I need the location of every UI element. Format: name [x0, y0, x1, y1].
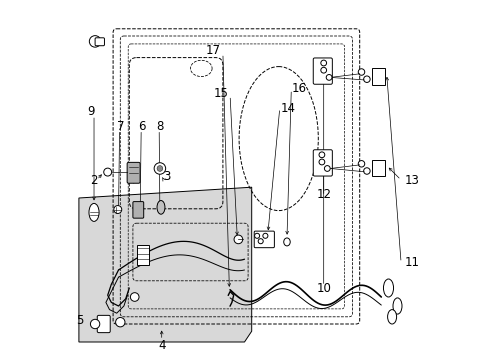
Circle shape [358, 69, 364, 75]
Bar [371, 68, 384, 85]
Ellipse shape [383, 279, 393, 297]
Circle shape [325, 75, 331, 80]
Circle shape [324, 166, 329, 171]
FancyBboxPatch shape [313, 58, 332, 84]
Text: 3: 3 [163, 170, 170, 183]
Text: 2: 2 [90, 174, 98, 186]
Text: 17: 17 [205, 44, 221, 57]
Text: 8: 8 [156, 120, 163, 132]
Circle shape [114, 206, 122, 213]
Text: 16: 16 [291, 82, 305, 95]
Text: 14: 14 [280, 102, 295, 114]
Text: 13: 13 [404, 174, 419, 186]
Circle shape [258, 239, 263, 244]
FancyBboxPatch shape [97, 315, 110, 333]
Circle shape [318, 152, 324, 158]
Circle shape [320, 67, 326, 73]
Text: 4: 4 [158, 339, 165, 352]
Circle shape [263, 233, 267, 238]
Ellipse shape [89, 203, 99, 221]
Bar [136, 245, 149, 265]
Circle shape [318, 159, 324, 165]
Circle shape [234, 235, 242, 244]
FancyBboxPatch shape [127, 162, 140, 183]
Circle shape [89, 36, 101, 47]
Text: 11: 11 [404, 256, 419, 269]
Circle shape [154, 163, 165, 174]
Bar [371, 160, 384, 176]
Text: 7: 7 [116, 120, 124, 132]
Circle shape [157, 166, 163, 171]
Circle shape [358, 161, 364, 167]
FancyBboxPatch shape [133, 202, 143, 218]
Circle shape [363, 168, 369, 174]
Circle shape [320, 60, 326, 66]
Circle shape [115, 318, 125, 327]
Text: 1: 1 [131, 170, 138, 183]
Text: 10: 10 [316, 282, 330, 294]
Text: 5: 5 [76, 314, 83, 327]
FancyBboxPatch shape [95, 38, 104, 46]
Ellipse shape [157, 201, 164, 214]
Circle shape [130, 293, 139, 301]
FancyBboxPatch shape [254, 231, 274, 248]
Text: 9: 9 [87, 105, 95, 118]
Text: 15: 15 [213, 87, 228, 100]
Text: 6: 6 [138, 120, 145, 132]
Circle shape [254, 233, 259, 238]
Polygon shape [79, 187, 251, 342]
Circle shape [363, 76, 369, 82]
Ellipse shape [392, 298, 401, 314]
FancyBboxPatch shape [313, 150, 332, 176]
Circle shape [103, 168, 111, 176]
Ellipse shape [387, 310, 396, 324]
Circle shape [90, 319, 100, 329]
Text: 12: 12 [316, 188, 330, 201]
Ellipse shape [283, 238, 289, 246]
